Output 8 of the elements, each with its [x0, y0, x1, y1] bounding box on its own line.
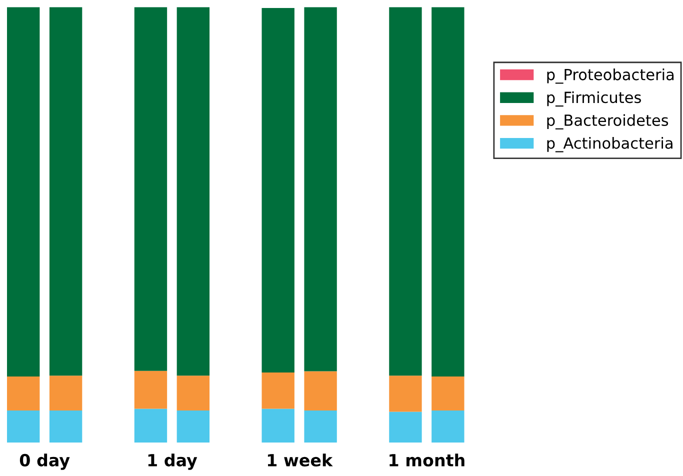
text: 1 day: [148, 454, 198, 470]
legend-label: p_Bacteroidetes: [547, 114, 668, 130]
text: 0 day: [20, 454, 70, 470]
legend-label: p_Proteobacteria: [547, 68, 674, 84]
legend-label: p_Firmicutes: [547, 91, 641, 107]
text: 1 month: [390, 454, 464, 466]
text: 1 week: [268, 454, 333, 466]
legend-label: p_Actinobacteria: [547, 137, 672, 152]
